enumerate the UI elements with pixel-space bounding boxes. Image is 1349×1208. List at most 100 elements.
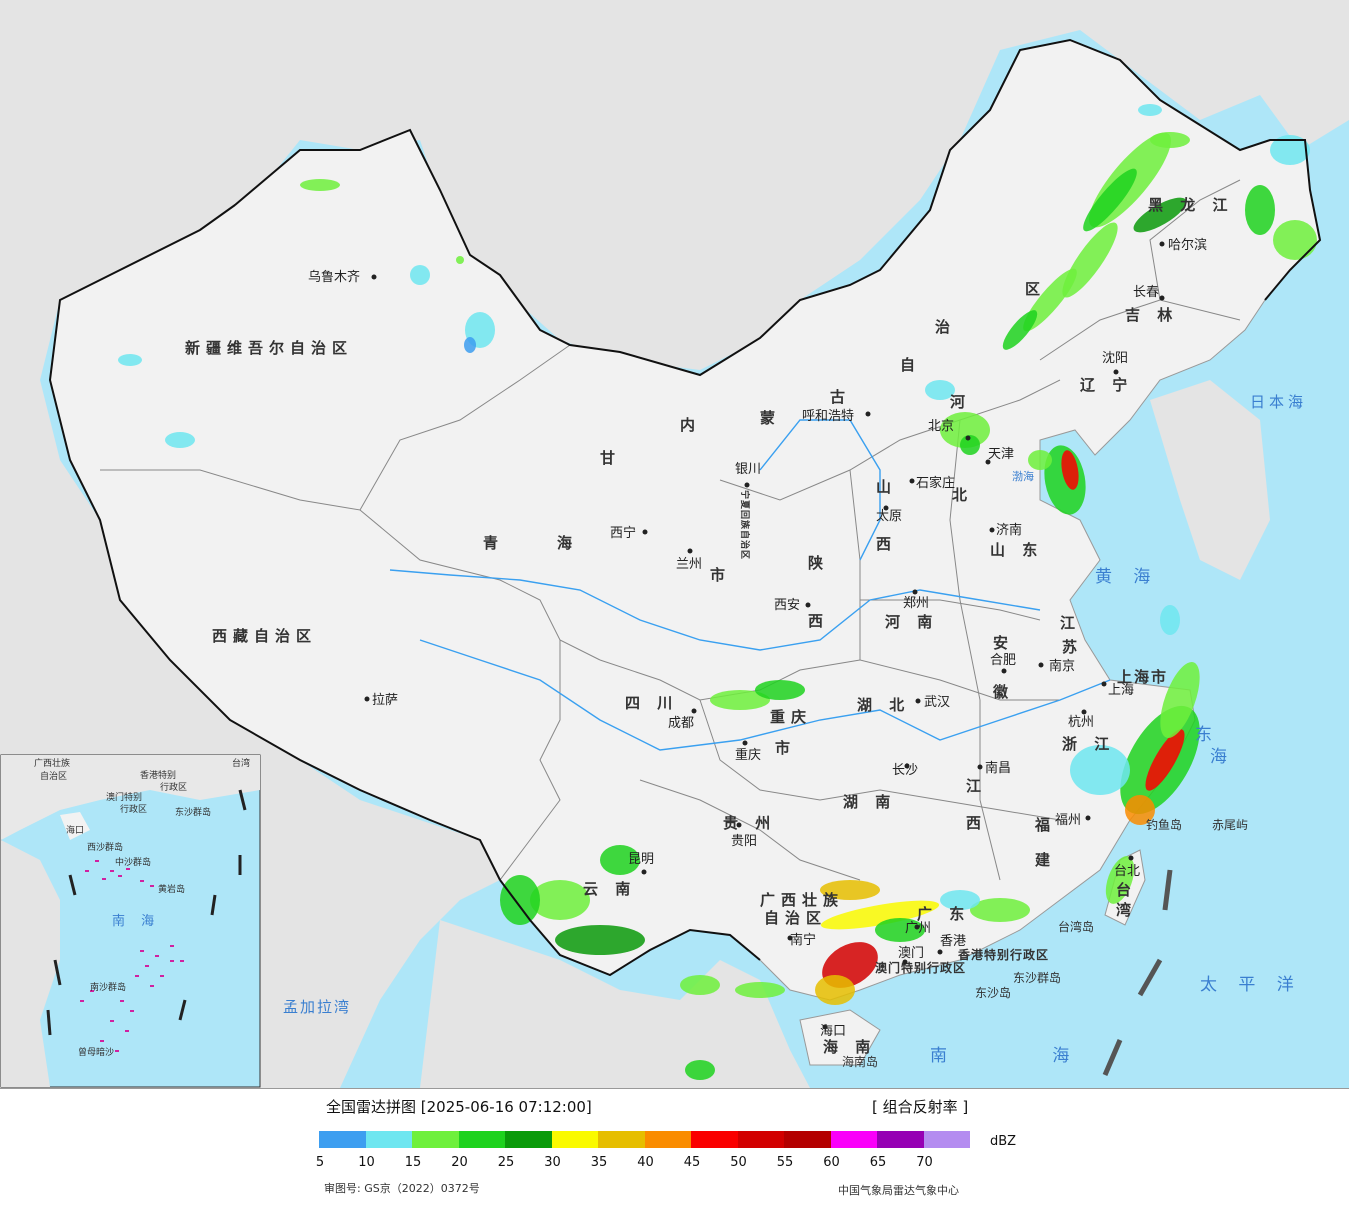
legend-title: 全国雷达拼图 [2025-06-16 07:12:00] (326, 1098, 592, 1116)
radar-echo (118, 354, 142, 366)
radar-echo (710, 690, 770, 710)
province-label-fujian-1: 福 (1034, 816, 1056, 834)
city-dot (937, 949, 943, 955)
inset-label-in-mac: 澳门特别 (106, 791, 142, 803)
color-swatch (551, 1131, 598, 1148)
city-label-shenyang: 沈阳 (1102, 351, 1128, 366)
city-label-xian: 西安 (774, 598, 800, 613)
legend-panel: 全国雷达拼图 [2025-06-16 07:12:00] [ 组合反射率 ] 5… (0, 1089, 1349, 1208)
inset-label-in-guangxi: 广西壮族 (34, 757, 70, 769)
city-dot (1101, 681, 1107, 687)
south-china-sea-inset (0, 754, 261, 1088)
radar-echo (820, 880, 880, 900)
city-label-taibei: 台北 (1114, 864, 1140, 879)
radar-echo (1002, 310, 1038, 350)
inset-island-mark (180, 960, 184, 962)
province-label-jiangsu-1: 江 (1060, 614, 1081, 632)
color-scale-ticks: 5 10 15 20 25 30 35 40 45 50 55 60 65 70 (300, 1155, 950, 1173)
color-scale-tick: 60 (823, 1155, 840, 1170)
province-label-hebei-2: 北 (952, 486, 973, 504)
color-swatch (319, 1131, 366, 1148)
inset-label-in-hk2: 行政区 (160, 781, 187, 793)
product-name: [ 组合反射率 ] (872, 1098, 969, 1116)
province-label-taiwan-2: 湾 (1116, 901, 1137, 919)
city-dot (977, 764, 983, 770)
province-label-qinghai-1: 青 (483, 534, 504, 552)
city-label-lhasa: 拉萨 (372, 693, 398, 708)
city-label-jinan: 济南 (996, 522, 1022, 538)
city-dot (787, 935, 793, 941)
color-swatch (365, 1131, 412, 1148)
province-label-jiangxi-1: 江 (966, 777, 987, 795)
city-label-guiyang: 贵阳 (731, 834, 757, 849)
inset-label-in-xisha: 西沙群岛 (87, 841, 123, 853)
radar-echo (1105, 856, 1135, 904)
city-label-lanzhou: 兰州 (676, 557, 702, 572)
radar-echo (1070, 745, 1130, 795)
city-dot (364, 696, 370, 702)
inset-label-in-nanhai: 南 海 (112, 913, 160, 929)
city-label-nanjing: 南京 (1049, 658, 1075, 674)
province-label-chongqing-2: 市 (775, 739, 796, 757)
color-swatch (830, 1131, 877, 1148)
radar-echo (530, 880, 590, 920)
city-label-wuhan: 武汉 (924, 695, 950, 710)
city-dot (1128, 855, 1134, 861)
province-label-anhui-2: 徽 (992, 683, 1014, 701)
inset-island-mark (95, 860, 99, 862)
color-scale-tick: 15 (404, 1155, 422, 1170)
color-swatch (644, 1131, 691, 1148)
inset-island-mark (115, 1050, 119, 1052)
province-label-hk: 香港特别行政区 (957, 947, 1049, 962)
city-dot (914, 924, 920, 930)
color-scale-tick: 35 (590, 1155, 608, 1170)
radar-echo (1028, 450, 1052, 470)
radar-echo (970, 898, 1030, 922)
color-scale-tick: 40 (637, 1155, 654, 1170)
map-canvas: 新疆维吾尔自治区西藏自治区青 海甘内 蒙古自治区黑 龙 江吉 林辽 宁河北山西山 东… (0, 0, 1349, 1088)
radar-echo (555, 925, 645, 955)
inset-label-in-zhongsha: 中沙群岛 (115, 856, 151, 868)
city-label-hongkong: 香港 (940, 934, 966, 949)
city-dot (642, 529, 648, 535)
province-borders (100, 179, 1241, 881)
province-label-hebei-1: 河 (950, 393, 971, 411)
province-label-jilin: 吉 林 (1125, 306, 1178, 324)
city-label-hohhot: 呼和浩特 (802, 409, 854, 424)
inset-island-mark (150, 985, 154, 987)
province-label-shanxi-2: 西 (876, 535, 897, 553)
color-scale-tick: 55 (776, 1155, 794, 1170)
radar-echo (1270, 135, 1310, 165)
province-label-ningxia: 宁夏回族自治区 (739, 490, 751, 560)
inset-island-mark (125, 1030, 129, 1032)
city-label-shijiazhuang: 石家庄 (916, 475, 955, 491)
province-label-jiangsu-2: 苏 (1062, 638, 1083, 656)
inset-island-mark (80, 1000, 84, 1002)
radar-echo (1125, 795, 1155, 825)
province-label-macao: 澳门特别行政区 (875, 960, 966, 975)
province-label-gansu: 甘 (600, 449, 621, 467)
island-label-dongsha-qd: 东沙群岛 (1013, 970, 1061, 985)
province-label-sichuan: 四 川 (625, 694, 678, 712)
radar-echo (1273, 220, 1317, 260)
national-boundary (48, 38, 1322, 977)
city-dot (805, 602, 811, 608)
radar-echo (1062, 222, 1118, 298)
color-swatch (505, 1131, 552, 1148)
radar-echo (735, 982, 785, 998)
province-label-anhui-1: 安 (993, 634, 1014, 652)
province-label-yunnan: 云 南 (583, 880, 636, 898)
radar-echo (685, 1060, 715, 1080)
map-approval-number: 审图号: GS京（2022）0372号 (324, 1182, 480, 1195)
city-dot (641, 869, 647, 875)
hainan-island (799, 1009, 881, 1066)
color-scale-tick: 70 (916, 1155, 933, 1170)
province-label-neimenggu-3: 古 (830, 388, 851, 406)
province-label-neimenggu-2: 蒙 (760, 409, 781, 427)
inset-island-mark (102, 878, 106, 880)
radar-echo (1145, 729, 1185, 791)
city-dot (744, 482, 750, 488)
province-label-fujian-2: 建 (1035, 851, 1056, 869)
province-label-neimenggu-6: 区 (1025, 280, 1046, 298)
color-scale-tick: 20 (451, 1155, 468, 1170)
